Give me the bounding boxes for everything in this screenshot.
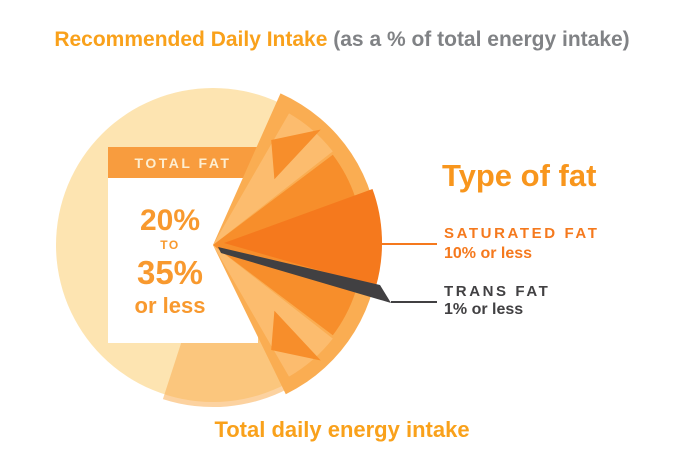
total-fat-qualifier: or less: [134, 293, 206, 318]
legend-heading: Type of fat: [442, 158, 597, 193]
total-fat-min-value: 20%: [139, 204, 201, 237]
range-arrowhead-top: [271, 129, 321, 180]
range-arrowhead-bottom: [271, 310, 321, 361]
legend-saturated-fat-value: 10% or less: [444, 245, 533, 262]
trans-fat-slice: [218, 247, 391, 303]
page-title-subtitle: (as a % of total energy intake): [327, 28, 630, 51]
legend-trans-fat-label: TRANS FAT: [444, 283, 551, 300]
figure-caption: Total daily energy intake: [214, 417, 470, 442]
page-title: Recommended Daily Intake (as a % of tota…: [0, 29, 684, 50]
legend-trans-fat-value: 1% or less: [444, 301, 524, 318]
page-title-highlight: Recommended Daily Intake: [54, 28, 328, 51]
total-fat-range-connector: TO: [160, 238, 180, 252]
total-fat-card-header: TOTAL FAT: [134, 154, 232, 171]
legend-saturated-fat-label: SATURATED FAT: [444, 225, 600, 242]
total-fat-card-header-band: [108, 147, 258, 178]
saturated-fat-slice: [224, 189, 383, 287]
total-fat-max-value: 35%: [136, 254, 204, 291]
